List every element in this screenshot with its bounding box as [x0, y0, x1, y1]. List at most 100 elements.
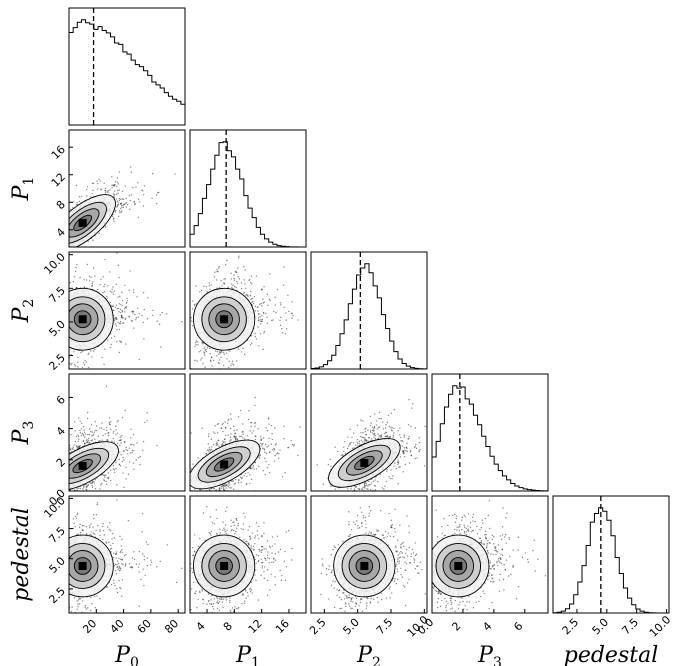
sample-point	[67, 473, 68, 474]
y-tick-label: 12	[49, 170, 68, 189]
sample-point	[120, 314, 123, 317]
sample-point	[66, 276, 67, 277]
sample-point	[234, 384, 235, 385]
sample-point	[64, 476, 65, 477]
sample-point	[63, 452, 64, 453]
sample-point	[274, 444, 277, 446]
sample-point	[254, 305, 257, 308]
sample-point	[115, 429, 117, 431]
sample-point	[76, 263, 78, 266]
sample-point	[76, 201, 78, 204]
sample-point	[69, 282, 71, 284]
sample-point	[210, 356, 213, 359]
sample-point	[228, 360, 230, 362]
sample-point	[67, 466, 68, 467]
sample-point	[99, 488, 101, 490]
sample-point	[209, 352, 211, 355]
sample-point	[218, 353, 220, 355]
sample-point	[66, 225, 67, 226]
sample-point	[66, 229, 67, 230]
sample-point	[141, 314, 143, 317]
sample-point	[58, 471, 59, 472]
sample-point	[69, 363, 71, 365]
sample-point	[254, 335, 257, 338]
sample-point	[80, 510, 81, 511]
sample-point	[67, 494, 68, 495]
sample-point	[63, 479, 64, 480]
sample-point	[266, 293, 269, 296]
sample-point	[112, 464, 115, 467]
sample-point	[135, 186, 137, 188]
sample-point	[112, 193, 115, 195]
sample-point	[194, 359, 196, 362]
sample-point	[137, 216, 140, 219]
sample-point	[65, 254, 66, 255]
sample-point	[94, 275, 96, 277]
sample-point	[65, 256, 66, 257]
sample-point	[80, 428, 83, 430]
density-panel-P2-vs-P0: 2.55.07.510.0	[41, 250, 186, 385]
sample-point	[75, 247, 76, 248]
sample-point	[63, 476, 64, 477]
sample-point	[125, 466, 127, 469]
sample-point	[63, 226, 64, 227]
sample-point	[244, 353, 246, 356]
sample-point	[76, 447, 79, 449]
sample-point	[67, 308, 68, 309]
sample-point	[51, 254, 52, 255]
sample-point	[66, 318, 67, 319]
sample-point	[71, 526, 72, 527]
sample-point	[103, 182, 105, 184]
sample-point	[121, 310, 124, 313]
sample-point	[243, 292, 245, 294]
sample-point	[114, 323, 117, 325]
sample-point	[76, 500, 77, 501]
sample-point	[274, 296, 276, 298]
sample-point	[250, 275, 253, 277]
sample-point	[71, 450, 73, 453]
sample-point	[118, 458, 120, 461]
sample-point	[115, 467, 117, 470]
sample-point	[129, 444, 132, 446]
sample-point	[212, 359, 215, 362]
sample-point	[56, 344, 57, 345]
sample-point	[66, 492, 67, 493]
sample-point	[84, 250, 85, 251]
sample-point	[56, 315, 57, 316]
sample-point	[244, 269, 246, 271]
sample-point	[80, 351, 82, 354]
sample-point	[55, 242, 56, 243]
sample-point	[113, 290, 116, 292]
sample-point	[65, 304, 66, 305]
sample-point	[96, 491, 97, 492]
sample-point	[64, 303, 65, 304]
sample-point	[109, 189, 111, 191]
sample-point	[66, 348, 67, 349]
sample-point	[107, 472, 110, 474]
sample-point	[103, 428, 105, 431]
sample-point	[79, 384, 80, 385]
sample-point	[64, 244, 65, 245]
sample-point	[117, 189, 119, 192]
sample-point	[66, 313, 67, 314]
sample-point	[111, 184, 113, 186]
sample-point	[197, 341, 199, 343]
sample-point	[110, 337, 113, 339]
sample-point	[236, 360, 238, 362]
sample-point	[117, 202, 119, 204]
sample-point	[94, 429, 96, 432]
sample-point	[93, 482, 96, 484]
sample-point	[138, 358, 140, 361]
sample-point	[111, 288, 113, 290]
sample-point	[127, 453, 129, 455]
sample-point	[114, 316, 117, 319]
sample-point	[91, 439, 93, 441]
sample-point	[113, 195, 115, 197]
sample-point	[94, 421, 97, 423]
sample-point	[203, 351, 205, 353]
sample-point	[196, 360, 198, 362]
sample-point	[201, 357, 203, 359]
sample-point	[84, 499, 85, 500]
y-tick-label: 5.0	[46, 318, 68, 340]
sample-point	[73, 489, 76, 491]
